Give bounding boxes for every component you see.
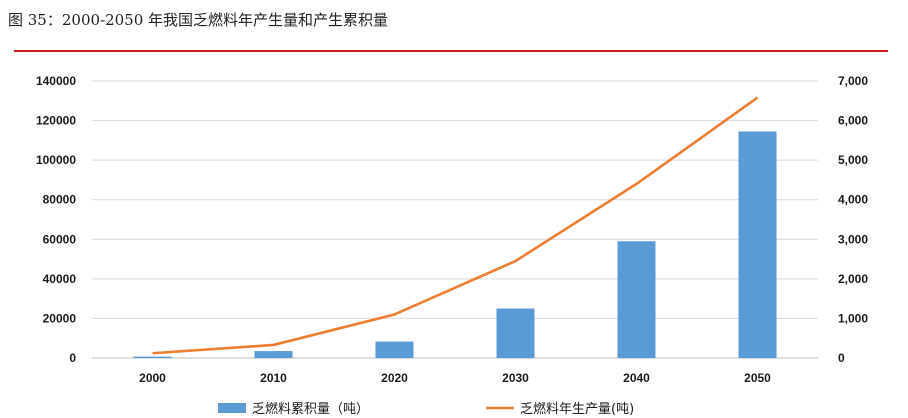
- x-tick-label: 2010: [260, 371, 287, 385]
- y-left-tick-label: 120000: [36, 114, 76, 128]
- x-axis: 2000 2010 2020 2030 2040 2050: [139, 371, 771, 385]
- y-left-tick-label: 140000: [36, 74, 76, 88]
- x-tick-label: 2000: [139, 371, 166, 385]
- y-axis-left: 0 20000 40000 60000 80000 100000 120000 140000: [36, 74, 76, 365]
- y-right-tick-label: 0: [838, 351, 845, 365]
- bar: [254, 351, 293, 358]
- y-right-tick-label: 7,000: [838, 74, 868, 88]
- y-right-tick-label: 5,000: [838, 153, 868, 167]
- y-right-tick-label: 4,000: [838, 193, 868, 207]
- y-axis-right: 0 1,000 2,000 3,000 4,000 5,000 6,000 7,000: [838, 74, 868, 365]
- x-tick-label: 2050: [744, 371, 771, 385]
- legend: 乏燃料累积量（吨） 乏燃料年生产量(吨): [218, 401, 634, 417]
- x-tick-label: 2040: [623, 371, 650, 385]
- title-rule: [14, 50, 888, 52]
- bar-series: [133, 131, 777, 358]
- y-left-tick-label: 100000: [36, 153, 76, 167]
- figure-title: 图 35：2000-2050 年我国乏燃料年产生量和产生累积量: [8, 11, 389, 29]
- y-left-tick-label: 80000: [43, 193, 77, 207]
- bar: [375, 341, 414, 358]
- line-series: [152, 96, 759, 355]
- y-left-tick-label: 40000: [43, 272, 77, 286]
- bar: [617, 241, 656, 358]
- x-tick-label: 2030: [502, 371, 529, 385]
- y-right-tick-label: 3,000: [838, 232, 868, 246]
- legend-line-label: 乏燃料年生产量(吨): [520, 401, 634, 417]
- bar: [133, 356, 172, 358]
- bar: [738, 131, 777, 358]
- y-left-tick-label: 0: [69, 351, 76, 365]
- y-left-tick-label: 20000: [43, 311, 77, 325]
- bar: [496, 308, 535, 358]
- y-right-tick-label: 1,000: [838, 311, 868, 325]
- x-tick-label: 2020: [381, 371, 408, 385]
- y-right-tick-label: 2,000: [838, 272, 868, 286]
- series-line: [152, 96, 759, 355]
- legend-bar-label: 乏燃料累积量（吨）: [252, 401, 369, 417]
- y-right-tick-label: 6,000: [838, 114, 868, 128]
- gridlines: [92, 80, 818, 359]
- y-left-tick-label: 60000: [43, 232, 77, 246]
- legend-bar-swatch: [218, 403, 246, 413]
